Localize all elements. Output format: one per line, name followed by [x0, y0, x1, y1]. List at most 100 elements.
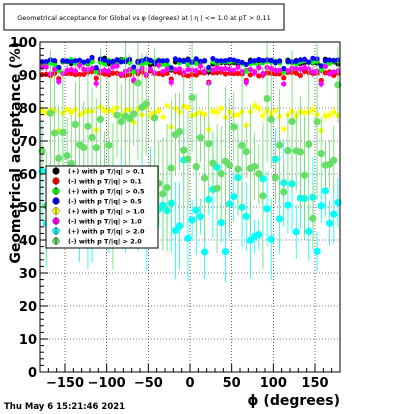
data-point	[118, 59, 124, 65]
legend: (+) with p T/|q| > 0.1(-) with p T/|q| >…	[45, 165, 159, 249]
data-point	[72, 68, 79, 74]
legend-box	[45, 165, 159, 249]
data-point	[200, 248, 209, 256]
data-point	[181, 70, 187, 76]
data-point	[80, 144, 88, 152]
data-point	[222, 58, 229, 64]
data-point	[96, 115, 105, 123]
data-point	[171, 226, 180, 235]
data-point	[168, 65, 174, 71]
data-point	[172, 67, 179, 73]
data-point	[251, 103, 258, 109]
data-point	[63, 152, 71, 160]
data-point	[243, 79, 249, 86]
data-point	[301, 110, 308, 116]
data-point	[89, 65, 95, 71]
data-point	[64, 58, 70, 64]
data-point	[235, 70, 241, 77]
data-point	[142, 100, 150, 108]
data-point	[267, 235, 275, 243]
data-point	[185, 66, 191, 73]
data-point	[64, 67, 70, 74]
data-point	[168, 79, 174, 85]
data-point	[50, 129, 59, 137]
data-point	[192, 163, 200, 171]
data-point	[184, 155, 192, 163]
data-point	[51, 58, 58, 64]
data-point	[93, 69, 99, 75]
data-point	[68, 109, 74, 115]
data-point	[185, 62, 191, 68]
data-point	[310, 106, 316, 113]
data-point	[247, 66, 254, 72]
data-point	[110, 64, 116, 70]
data-point	[176, 57, 183, 63]
data-point	[93, 65, 99, 71]
data-point	[56, 78, 62, 85]
data-point	[235, 64, 241, 70]
data-point	[255, 230, 263, 239]
data-point	[222, 71, 229, 77]
data-point	[276, 71, 283, 77]
data-point	[46, 109, 55, 117]
data-point	[280, 188, 288, 196]
data-point	[117, 118, 125, 126]
data-point	[188, 94, 196, 102]
data-point	[226, 66, 233, 73]
data-point	[250, 162, 259, 171]
data-point	[185, 73, 191, 79]
data-point	[55, 154, 63, 162]
y-tick-label: 100	[10, 36, 37, 51]
data-point	[243, 61, 249, 68]
data-point	[296, 148, 305, 156]
data-point	[251, 70, 258, 76]
x-tick-label: 150	[301, 376, 328, 391]
title-box	[3, 3, 285, 31]
data-point	[297, 57, 304, 63]
data-point	[200, 174, 209, 182]
data-point	[101, 67, 108, 73]
data-point	[92, 144, 100, 152]
data-point	[134, 79, 142, 87]
data-point	[110, 70, 116, 76]
y-tick-label: 0	[28, 366, 37, 381]
data-point	[322, 63, 329, 70]
data-point	[230, 192, 238, 201]
data-point	[301, 68, 308, 75]
data-point	[214, 70, 220, 76]
data-point	[206, 64, 212, 71]
data-point	[156, 108, 162, 114]
y-tick-label: 70	[19, 135, 37, 150]
y-tick-label: 50	[19, 201, 37, 216]
data-point	[160, 58, 166, 64]
data-point	[326, 71, 333, 77]
legend-label: (-) with p T/|q| > 0.5	[68, 198, 142, 207]
data-point	[205, 140, 213, 148]
data-point	[64, 106, 70, 113]
data-point	[164, 58, 170, 64]
data-point	[281, 126, 287, 132]
data-point	[310, 59, 316, 65]
data-point	[164, 66, 170, 72]
data-point	[43, 58, 49, 65]
y-tick-label: 90	[19, 69, 37, 84]
data-point	[306, 59, 312, 65]
data-point	[71, 120, 80, 129]
data-point	[106, 59, 112, 65]
data-point	[131, 69, 137, 75]
data-point	[105, 141, 113, 149]
legend-label: (+) with p T/|q| > 2.0	[68, 228, 145, 237]
data-point	[201, 68, 208, 74]
legend-label: (+) with p T/|q| > 0.5	[68, 188, 145, 197]
data-point	[150, 114, 159, 122]
legend-label: (-) with p T/|q| > 2.0	[68, 238, 142, 247]
data-point	[256, 56, 262, 63]
data-point	[284, 201, 292, 209]
data-point	[234, 165, 242, 173]
data-point	[131, 64, 137, 70]
data-point	[43, 71, 49, 78]
data-point	[259, 192, 267, 200]
data-point	[85, 58, 91, 64]
data-point	[239, 68, 245, 75]
data-point	[213, 184, 221, 192]
